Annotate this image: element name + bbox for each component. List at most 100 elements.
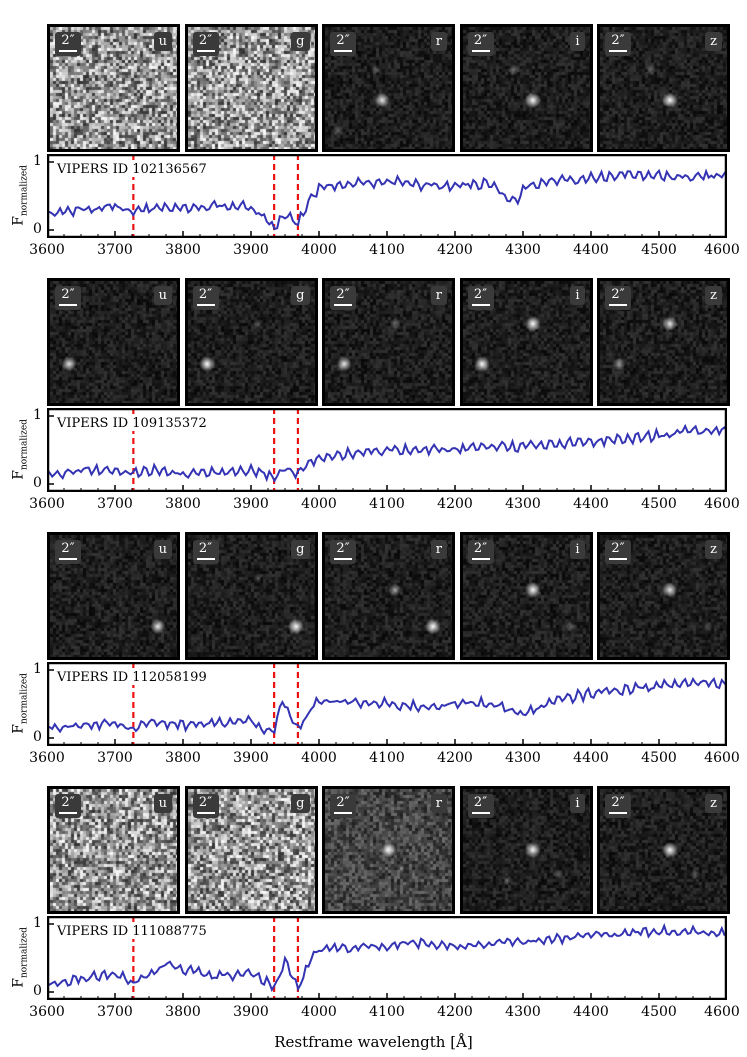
band-label: u xyxy=(153,286,172,305)
x-tick-label: 3900 xyxy=(233,750,269,766)
band-label: z xyxy=(705,32,722,51)
x-tick-label: 4500 xyxy=(641,242,677,258)
scale-bar xyxy=(334,812,352,814)
scale-text: 2″ xyxy=(473,795,488,810)
x-tick-label: 4400 xyxy=(573,496,609,512)
scale-bar-label: 2″ xyxy=(192,32,219,56)
x-tick-label: 4000 xyxy=(301,242,337,258)
scale-bar-label: 2″ xyxy=(192,540,219,564)
x-tick-label: 4000 xyxy=(301,750,337,766)
x-tick-label: 4400 xyxy=(573,750,609,766)
scale-text: 2″ xyxy=(473,287,488,302)
scale-text: 2″ xyxy=(61,287,75,302)
x-tick-label: 3700 xyxy=(97,1004,133,1020)
x-tick-label: 4600 xyxy=(704,242,740,258)
cutout-i-row2: 2″ i xyxy=(459,278,593,406)
x-tick-label: 3800 xyxy=(165,242,201,258)
x-tick-label: 4100 xyxy=(369,242,405,258)
x-tick-label: 4200 xyxy=(437,496,473,512)
scale-bar-label: 2″ xyxy=(605,540,631,564)
cutout-u-row4: 2″ u xyxy=(47,786,180,914)
y-axis-title: Fnormalized xyxy=(11,145,30,245)
x-tick-label: 4300 xyxy=(505,242,541,258)
x-tick-label: 3700 xyxy=(97,496,133,512)
y-tick-label: 1 xyxy=(33,153,42,169)
x-tick-label: 4200 xyxy=(437,1004,473,1020)
band-label: r xyxy=(430,32,447,51)
scale-bar xyxy=(334,558,352,560)
x-tick-label: 3900 xyxy=(233,1004,269,1020)
spectrum-line xyxy=(47,423,727,483)
scale-bar xyxy=(334,50,352,52)
scale-bar xyxy=(196,50,215,52)
x-tick-label: 4000 xyxy=(301,1004,337,1020)
x-tick-label: 4400 xyxy=(573,1004,609,1020)
x-tick-label: 4100 xyxy=(369,750,405,766)
band-label: r xyxy=(430,794,447,813)
scale-text: 2″ xyxy=(61,541,75,556)
x-tick-label: 4500 xyxy=(641,1004,677,1020)
x-tick-label: 3700 xyxy=(97,242,133,258)
x-tick-label: 3600 xyxy=(29,1004,65,1020)
scale-bar xyxy=(609,304,627,306)
y-axis-title-main: F xyxy=(10,470,27,480)
scale-bar-label: 2″ xyxy=(467,794,494,818)
scale-bar-label: 2″ xyxy=(330,32,356,56)
y-axis-title: Fnormalized xyxy=(11,399,30,499)
band-label: u xyxy=(153,32,172,51)
vipers-id-label: VIPERS ID 102136567 xyxy=(57,162,207,177)
band-label: g xyxy=(291,286,310,305)
y-axis-title: Fnormalized xyxy=(11,653,30,753)
x-tick-label: 4300 xyxy=(505,1004,541,1020)
cutout-u-row3: 2″ u xyxy=(47,532,180,660)
scale-bar xyxy=(609,50,627,52)
band-label: i xyxy=(570,540,585,559)
spectrum-line xyxy=(47,168,727,231)
x-tick-label: 3800 xyxy=(165,1004,201,1020)
cutout-z-row4: 2″ z xyxy=(597,786,730,914)
spectrum-line xyxy=(47,676,727,736)
cutout-g-row1: 2″ g xyxy=(184,24,318,152)
scale-bar-label: 2″ xyxy=(55,540,81,564)
band-label: g xyxy=(291,32,310,51)
vipers-id-label: VIPERS ID 111088775 xyxy=(57,924,207,939)
y-tick-label: 0 xyxy=(33,475,42,491)
y-tick-label: 1 xyxy=(33,661,42,677)
scale-text: 2″ xyxy=(611,33,625,48)
scale-bar-label: 2″ xyxy=(330,286,356,310)
scale-bar xyxy=(471,304,490,306)
scale-bar-label: 2″ xyxy=(467,32,494,56)
band-label: i xyxy=(570,286,585,305)
scale-bar xyxy=(471,558,490,560)
x-tick-label: 4000 xyxy=(301,496,337,512)
y-tick-label: 0 xyxy=(33,729,42,745)
x-tick-label: 3900 xyxy=(233,242,269,258)
y-axis-title-sub: normalized xyxy=(19,419,30,471)
x-tick-label: 3700 xyxy=(97,750,133,766)
band-label: g xyxy=(291,540,310,559)
band-label: i xyxy=(570,32,585,51)
y-axis-title-main: F xyxy=(10,216,27,226)
scale-bar xyxy=(59,812,77,814)
cutout-r-row3: 2″ r xyxy=(322,532,455,660)
vipers-id-label: VIPERS ID 112058199 xyxy=(57,670,207,685)
x-tick-label: 4600 xyxy=(704,750,740,766)
y-axis-title-main: F xyxy=(10,724,27,734)
scale-text: 2″ xyxy=(336,541,350,556)
y-tick-label: 1 xyxy=(33,915,42,931)
cutout-z-row2: 2″ z xyxy=(597,278,730,406)
scale-bar xyxy=(196,812,215,814)
scale-text: 2″ xyxy=(198,33,213,48)
scale-bar xyxy=(196,304,215,306)
scale-text: 2″ xyxy=(611,795,625,810)
cutout-u-row1: 2″ u xyxy=(47,24,180,152)
cutout-g-row4: 2″ g xyxy=(184,786,318,914)
cutout-g-row3: 2″ g xyxy=(184,532,318,660)
x-tick-label: 4400 xyxy=(573,242,609,258)
cutout-g-row2: 2″ g xyxy=(184,278,318,406)
cutout-r-row4: 2″ r xyxy=(322,786,455,914)
x-tick-label: 4500 xyxy=(641,750,677,766)
band-label: z xyxy=(705,540,722,559)
x-tick-label: 3800 xyxy=(165,496,201,512)
cutout-z-row3: 2″ z xyxy=(597,532,730,660)
